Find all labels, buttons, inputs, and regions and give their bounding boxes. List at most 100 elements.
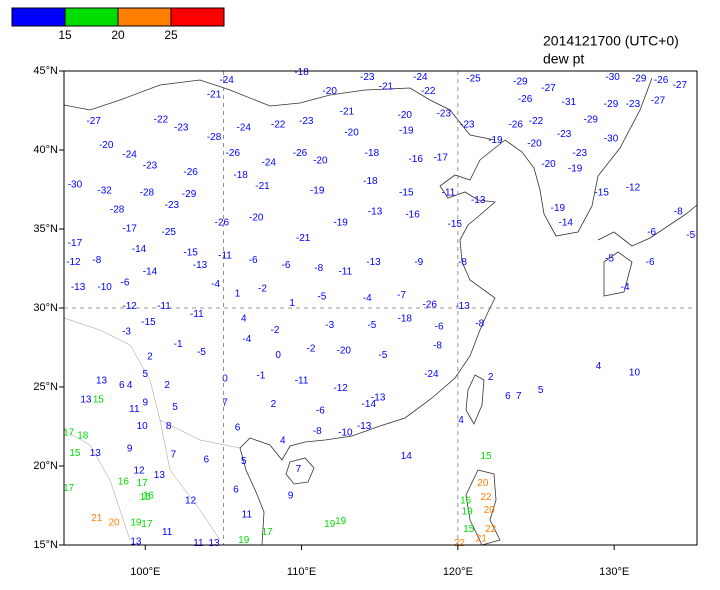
station-value: 2 [147,352,153,363]
station-value: -19 [333,217,348,228]
station-value: -4 [242,334,251,345]
station-value: -13 [366,257,381,268]
station-value: -27 [673,80,688,91]
station-value: 2 [488,372,494,383]
station-value: 21 [91,513,103,524]
station-value: 17 [63,483,75,494]
station-value: -11 [157,301,171,312]
station-value: -8 [458,257,467,268]
station-value: -27 [86,116,101,127]
station-value: -11 [295,375,309,386]
station-value: -18 [294,67,309,78]
station-value: 2 [164,380,170,391]
station-value: -26 [423,299,438,310]
station-value: -30 [68,179,83,190]
coastlines [63,77,698,546]
station-value: -29 [182,189,197,200]
station-value: -6 [281,260,290,271]
border-mongolia [63,79,496,141]
station-value: -27 [651,96,666,107]
station-value: -12 [66,257,81,268]
station-value: -7 [397,290,406,301]
station-value: -13 [371,393,386,404]
station-value: 4 [127,380,133,391]
station-value: 11 [162,527,173,538]
station-value: 13 [154,470,166,481]
station-value: -19 [568,164,583,175]
station-value: -17 [122,224,137,235]
station-value: -4 [211,279,220,290]
station-value: -26 [215,217,230,228]
station-value: -3 [325,320,334,331]
station-value: 1 [289,298,295,309]
station-value: 13 [80,394,92,405]
station-value: -11 [190,309,204,320]
station-value: 0 [222,374,228,385]
station-value: 20 [108,518,120,529]
station-value: 9 [142,397,148,408]
station-value: -22 [529,116,544,127]
station-value: 5 [538,385,544,396]
x-tick-label: 130°E [599,566,629,578]
station-value: 22 [454,538,466,549]
x-tick-label: 110°E [287,566,316,578]
station-value: -29 [632,74,647,85]
station-value: -15 [399,187,414,198]
station-value: -15 [594,187,609,198]
station-value: 5 [142,369,148,380]
station-value: 10 [629,367,641,378]
station-value: 19 [462,506,474,517]
station-value: -12 [333,383,348,394]
y-tick-label: 20°N [33,460,58,472]
station-value: -1 [256,371,265,382]
colorbar-box [64,7,119,27]
station-value: -9 [414,257,423,268]
station-value: 6 [235,423,241,434]
station-value: 13 [96,375,108,386]
station-value: 1 [235,288,241,299]
station-value: -15 [448,219,463,230]
station-value: 7 [171,450,177,461]
station-value: -20 [99,140,114,151]
station-value: -12 [626,183,641,194]
station-value: 21 [476,533,488,544]
station-value: -26 [654,75,669,86]
station-value: -23 [360,72,375,83]
y-tick-label: 40°N [33,144,58,156]
station-value: -10 [338,427,353,438]
station-value: -28 [207,132,222,143]
station-value: -22 [271,119,286,130]
colorbar-box [170,7,225,27]
station-value: 4 [241,314,247,325]
station-value: -24 [219,75,234,86]
station-value: -21 [255,181,270,192]
station-value: -32 [97,186,112,197]
station-value: -18 [397,314,412,325]
station-value: 19 [324,519,336,530]
colorbar-box [11,7,66,27]
station-value: 17 [262,527,274,538]
station-value: -20 [344,127,359,138]
station-value: -26 [226,148,241,159]
station-value: 12 [185,495,197,506]
station-value: -29 [604,99,619,110]
station-value: -21 [207,89,222,100]
station-value: -28 [140,187,155,198]
map-title: 2014121700 (UTC+0) [543,33,679,49]
station-value: -19 [488,135,503,146]
station-value: 5 [241,456,247,467]
station-value: -13 [368,206,383,217]
station-value: -4 [621,282,630,293]
station-value: -6 [647,227,656,238]
station-value: 2 [271,399,277,410]
station-value: -19 [399,126,414,137]
station-value: -31 [562,97,577,108]
station-value: -10 [97,282,112,293]
x-tick-label: 120°E [443,566,473,578]
station-value: 17 [63,427,75,438]
station-value: -13 [71,282,86,293]
station-value: 7 [516,391,522,402]
station-value: 13 [90,448,102,459]
station-value: -14 [362,399,377,410]
